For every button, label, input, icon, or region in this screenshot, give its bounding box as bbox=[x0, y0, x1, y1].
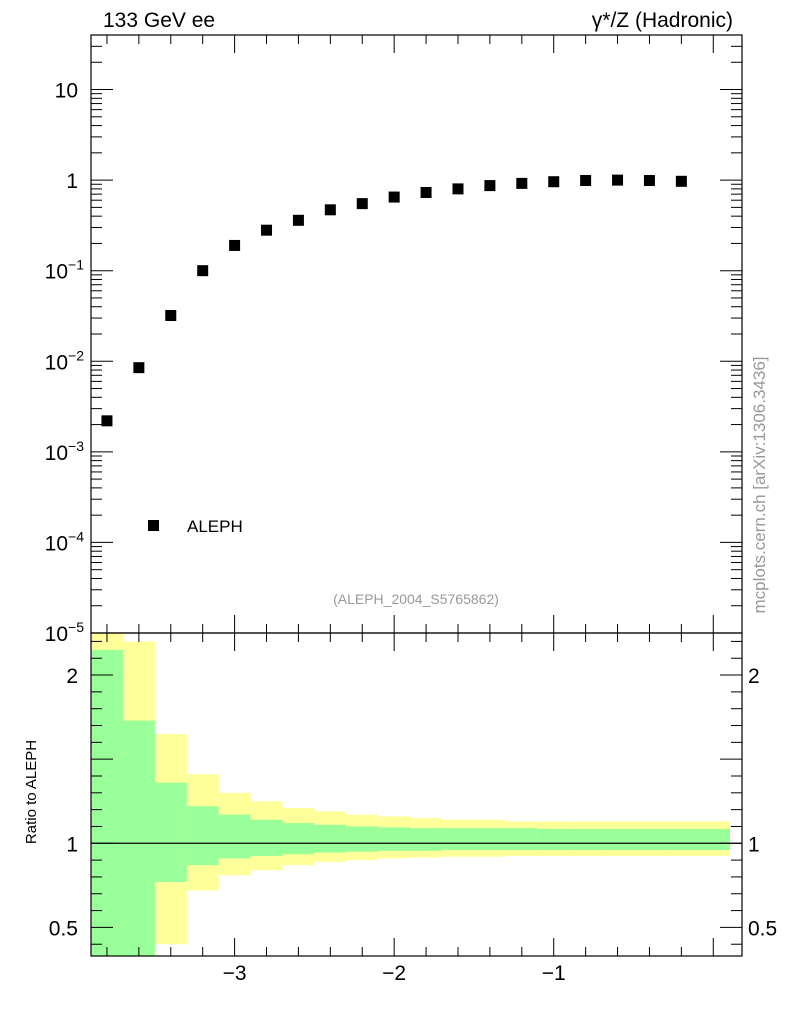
main-y-tick-label: 10 bbox=[55, 80, 78, 103]
stat-band-bin bbox=[537, 828, 570, 851]
main-y-tick-label: 10−3 bbox=[45, 438, 85, 465]
data-point bbox=[197, 265, 209, 277]
ratio-axis-ticks bbox=[91, 633, 742, 956]
data-point bbox=[292, 214, 304, 226]
stat-band-bin bbox=[633, 828, 666, 851]
x-tick-label: −1 bbox=[542, 962, 566, 985]
main-y-tick-labels: 10 1 10−1 10−2 10−3 10−4 10−5 bbox=[45, 80, 85, 646]
data-point bbox=[580, 175, 592, 187]
stat-band-bin bbox=[122, 720, 155, 956]
stat-band-bin bbox=[665, 828, 730, 851]
data-point bbox=[484, 180, 496, 192]
side-label: mcplots.cern.ch [arXiv:1306.3436] bbox=[750, 356, 769, 613]
data-point bbox=[388, 191, 400, 203]
stat-band-bin bbox=[473, 828, 506, 851]
stat-band-bin bbox=[186, 806, 219, 866]
main-y-tick-label: 10−5 bbox=[45, 619, 85, 646]
data-point bbox=[675, 175, 687, 187]
aleph-data-points bbox=[101, 174, 687, 427]
data-point bbox=[420, 186, 432, 198]
data-point bbox=[356, 198, 368, 210]
stat-band-bin bbox=[314, 824, 347, 853]
stat-band-bin bbox=[282, 823, 315, 855]
stat-band-bin bbox=[154, 782, 187, 882]
data-point bbox=[452, 183, 464, 195]
stat-band-bin bbox=[569, 828, 602, 851]
main-y-tick-label: 10−2 bbox=[45, 347, 85, 374]
stat-band-bin bbox=[601, 828, 634, 851]
ratio-y-tick-label-left: 1 bbox=[66, 833, 78, 856]
header-right: γ*/Z (Hadronic) bbox=[592, 9, 733, 32]
stat-band-bin bbox=[410, 828, 443, 851]
data-point bbox=[101, 415, 113, 427]
stat-band-bin bbox=[91, 649, 123, 956]
main-plot-frame bbox=[90, 34, 743, 634]
data-point bbox=[643, 175, 655, 187]
main-axis-ticks bbox=[91, 34, 742, 634]
stat-band-bin bbox=[346, 826, 379, 852]
main-y-tick-label: 1 bbox=[66, 170, 78, 193]
data-point bbox=[324, 204, 336, 216]
data-point bbox=[229, 239, 241, 251]
ratio-y-tick-label-left: 0.5 bbox=[49, 917, 78, 940]
ratio-plot-frame bbox=[90, 632, 743, 957]
main-y-tick-label: 10−4 bbox=[45, 528, 85, 555]
data-point bbox=[612, 174, 624, 186]
x-tick-label: −3 bbox=[223, 962, 247, 985]
ratio-y-tick-label-right: 1 bbox=[748, 833, 760, 856]
ratio-total-band bbox=[91, 633, 730, 956]
stat-band-bin bbox=[218, 814, 251, 859]
stat-band-bin bbox=[505, 828, 538, 851]
legend-label: ALEPH bbox=[187, 517, 243, 536]
x-tick-labels: −3 −2 −1 bbox=[223, 962, 566, 985]
header-left: 133 GeV ee bbox=[103, 9, 215, 32]
data-point bbox=[548, 176, 560, 188]
stat-band-bin bbox=[442, 828, 474, 851]
ratio-y-tick-label-right: 0.5 bbox=[748, 917, 777, 940]
ratio-y-tick-label-right: 2 bbox=[748, 665, 760, 688]
ratio-stat-band bbox=[91, 649, 730, 956]
legend-marker bbox=[148, 520, 159, 531]
data-point bbox=[165, 310, 177, 322]
ratio-y-tick-labels: 2 2 1 1 0.5 0.5 bbox=[49, 665, 777, 940]
main-y-tick-label: 10−1 bbox=[45, 257, 85, 284]
data-point bbox=[261, 224, 273, 236]
data-point bbox=[133, 362, 145, 374]
stat-band-bin bbox=[250, 819, 283, 856]
data-point bbox=[516, 177, 528, 189]
analysis-id-annotation: (ALEPH_2004_S5765862) bbox=[333, 591, 499, 607]
stat-band-bin bbox=[378, 827, 411, 851]
ratio-y-axis-title: Ratio to ALEPH bbox=[23, 740, 40, 844]
ratio-y-tick-label-left: 2 bbox=[66, 665, 78, 688]
x-tick-label: −2 bbox=[382, 962, 406, 985]
